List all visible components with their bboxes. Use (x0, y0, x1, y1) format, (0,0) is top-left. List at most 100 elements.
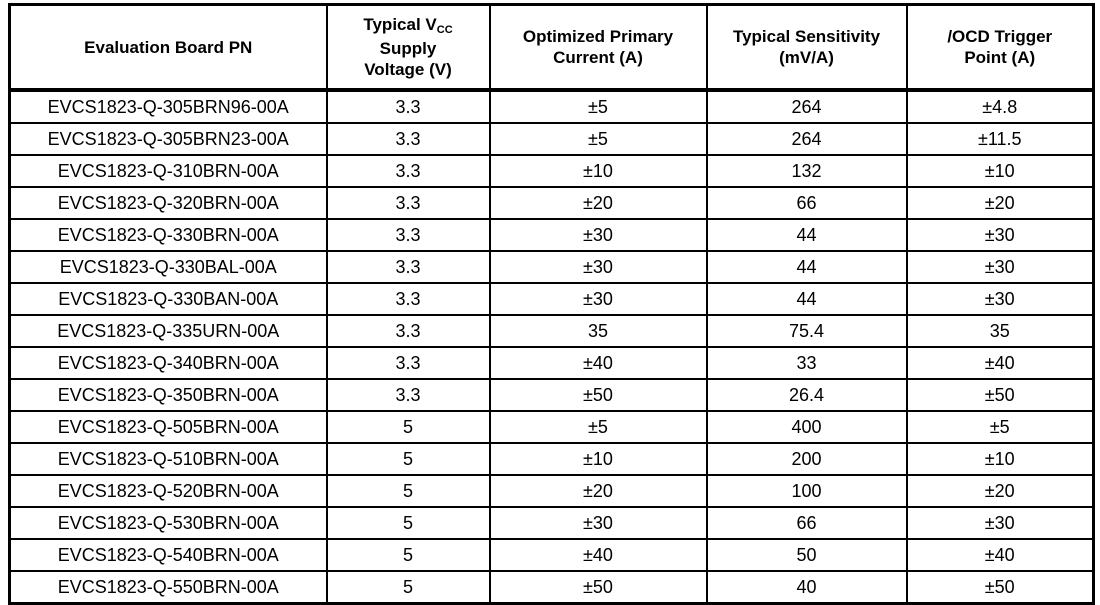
primary-header-line1: Optimized Primary (522, 27, 674, 46)
cell-board-pn: EVCS1823-Q-330BAL-00A (8, 250, 328, 284)
cell-sensitivity: 44 (705, 282, 908, 316)
cell-supply-voltage: 3.3 (325, 378, 491, 412)
table-row: EVCS1823-Q-520BRN-00A 5 ±20 100 ±20 (8, 474, 1095, 508)
vcc-subscript: CC (436, 24, 453, 36)
cell-board-pn: EVCS1823-Q-540BRN-00A (8, 538, 328, 572)
col-header-board-pn-label: Evaluation Board PN (84, 37, 253, 57)
table-row: EVCS1823-Q-510BRN-00A 5 ±10 200 ±10 (8, 442, 1095, 476)
cell-ocd-trigger: ±40 (905, 346, 1095, 380)
cell-ocd-trigger: ±30 (905, 282, 1095, 316)
cell-board-pn: EVCS1823-Q-330BRN-00A (8, 218, 328, 252)
cell-sensitivity: 200 (705, 442, 908, 476)
ocd-header-line2: Point (A) (964, 48, 1036, 67)
cell-supply-voltage: 3.3 (325, 314, 491, 348)
cell-primary-current: ±40 (488, 538, 708, 572)
cell-board-pn: EVCS1823-Q-310BRN-00A (8, 154, 328, 188)
cell-primary-current: ±5 (488, 89, 708, 124)
cell-primary-current: ±20 (488, 474, 708, 508)
ocd-header-line1: /OCD Trigger (947, 27, 1053, 46)
cell-supply-voltage: 5 (325, 410, 491, 444)
cell-ocd-trigger: ±50 (905, 570, 1095, 605)
cell-ocd-trigger: ±30 (905, 218, 1095, 252)
cell-supply-voltage: 5 (325, 474, 491, 508)
cell-board-pn: EVCS1823-Q-350BRN-00A (8, 378, 328, 412)
cell-ocd-trigger: ±10 (905, 442, 1095, 476)
table-row: EVCS1823-Q-305BRN23-00A 3.3 ±5 264 ±11.5 (8, 122, 1095, 156)
cell-sensitivity: 44 (705, 218, 908, 252)
cell-primary-current: ±30 (488, 250, 708, 284)
table-row: EVCS1823-Q-340BRN-00A 3.3 ±40 33 ±40 (8, 346, 1095, 380)
cell-primary-current: ±40 (488, 346, 708, 380)
cell-primary-current: ±10 (488, 154, 708, 188)
cell-board-pn: EVCS1823-Q-530BRN-00A (8, 506, 328, 540)
cell-sensitivity: 400 (705, 410, 908, 444)
cell-board-pn: EVCS1823-Q-330BAN-00A (8, 282, 328, 316)
cell-supply-voltage: 3.3 (325, 154, 491, 188)
cell-sensitivity: 40 (705, 570, 908, 605)
cell-sensitivity: 66 (705, 506, 908, 540)
cell-primary-current: ±50 (488, 378, 708, 412)
cell-board-pn: EVCS1823-Q-510BRN-00A (8, 442, 328, 476)
cell-ocd-trigger: ±40 (905, 538, 1095, 572)
cell-ocd-trigger: ±4.8 (905, 89, 1095, 124)
col-header-board-pn: Evaluation Board PN (8, 3, 328, 92)
table-row: EVCS1823-Q-335URN-00A 3.3 35 75.4 35 (8, 314, 1095, 348)
cell-board-pn: EVCS1823-Q-305BRN96-00A (8, 89, 328, 124)
table-row: EVCS1823-Q-550BRN-00A 5 ±50 40 ±50 (8, 570, 1095, 605)
cell-ocd-trigger: ±30 (905, 250, 1095, 284)
cell-supply-voltage: 3.3 (325, 218, 491, 252)
primary-header-line2: Current (A) (553, 48, 643, 67)
cell-sensitivity: 100 (705, 474, 908, 508)
cell-supply-voltage: 3.3 (325, 122, 491, 156)
table-row: EVCS1823-Q-350BRN-00A 3.3 ±50 26.4 ±50 (8, 378, 1095, 412)
cell-sensitivity: 44 (705, 250, 908, 284)
cell-ocd-trigger: 35 (905, 314, 1095, 348)
table-row: EVCS1823-Q-505BRN-00A 5 ±5 400 ±5 (8, 410, 1095, 444)
cell-board-pn: EVCS1823-Q-550BRN-00A (8, 570, 328, 605)
cell-supply-voltage: 3.3 (325, 186, 491, 220)
cell-ocd-trigger: ±50 (905, 378, 1095, 412)
cell-primary-current: ±50 (488, 570, 708, 605)
cell-ocd-trigger: ±11.5 (905, 122, 1095, 156)
cell-primary-current: ±20 (488, 186, 708, 220)
cell-ocd-trigger: ±5 (905, 410, 1095, 444)
cell-board-pn: EVCS1823-Q-335URN-00A (8, 314, 328, 348)
table-row: EVCS1823-Q-320BRN-00A 3.3 ±20 66 ±20 (8, 186, 1095, 220)
table-row: EVCS1823-Q-330BAL-00A 3.3 ±30 44 ±30 (8, 250, 1095, 284)
cell-sensitivity: 66 (705, 186, 908, 220)
cell-primary-current: 35 (488, 314, 708, 348)
cell-supply-voltage: 3.3 (325, 89, 491, 124)
vcc-header-line3: Voltage (V) (364, 60, 452, 79)
col-header-vcc-supply-voltage: Typical VCC Supply Voltage (V) (325, 3, 491, 92)
cell-board-pn: EVCS1823-Q-505BRN-00A (8, 410, 328, 444)
cell-board-pn: EVCS1823-Q-305BRN23-00A (8, 122, 328, 156)
sensitivity-header-line2: (mV/A) (779, 48, 834, 67)
evaluation-board-table: Evaluation Board PN Typical VCC Supply V… (8, 3, 1095, 605)
cell-primary-current: ±5 (488, 122, 708, 156)
table-row: EVCS1823-Q-540BRN-00A 5 ±40 50 ±40 (8, 538, 1095, 572)
cell-supply-voltage: 5 (325, 442, 491, 476)
cell-primary-current: ±5 (488, 410, 708, 444)
cell-sensitivity: 50 (705, 538, 908, 572)
table-body: EVCS1823-Q-305BRN96-00A 3.3 ±5 264 ±4.8 EVCS1… (8, 89, 1095, 605)
table-row: EVCS1823-Q-330BRN-00A 3.3 ±30 44 ±30 (8, 218, 1095, 252)
cell-ocd-trigger: ±20 (905, 186, 1095, 220)
cell-sensitivity: 132 (705, 154, 908, 188)
cell-supply-voltage: 5 (325, 570, 491, 605)
cell-board-pn: EVCS1823-Q-340BRN-00A (8, 346, 328, 380)
cell-supply-voltage: 5 (325, 506, 491, 540)
header-row: Evaluation Board PN Typical VCC Supply V… (8, 3, 1095, 92)
cell-primary-current: ±30 (488, 282, 708, 316)
cell-sensitivity: 264 (705, 122, 908, 156)
table-row: EVCS1823-Q-310BRN-00A 3.3 ±10 132 ±10 (8, 154, 1095, 188)
cell-board-pn: EVCS1823-Q-320BRN-00A (8, 186, 328, 220)
cell-ocd-trigger: ±10 (905, 154, 1095, 188)
vcc-header-line1: Typical V (363, 15, 437, 34)
sensitivity-header-line1: Typical Sensitivity (732, 27, 881, 46)
cell-supply-voltage: 3.3 (325, 346, 491, 380)
cell-board-pn: EVCS1823-Q-520BRN-00A (8, 474, 328, 508)
cell-ocd-trigger: ±20 (905, 474, 1095, 508)
vcc-header-line2: Supply (379, 39, 437, 58)
cell-primary-current: ±30 (488, 506, 708, 540)
